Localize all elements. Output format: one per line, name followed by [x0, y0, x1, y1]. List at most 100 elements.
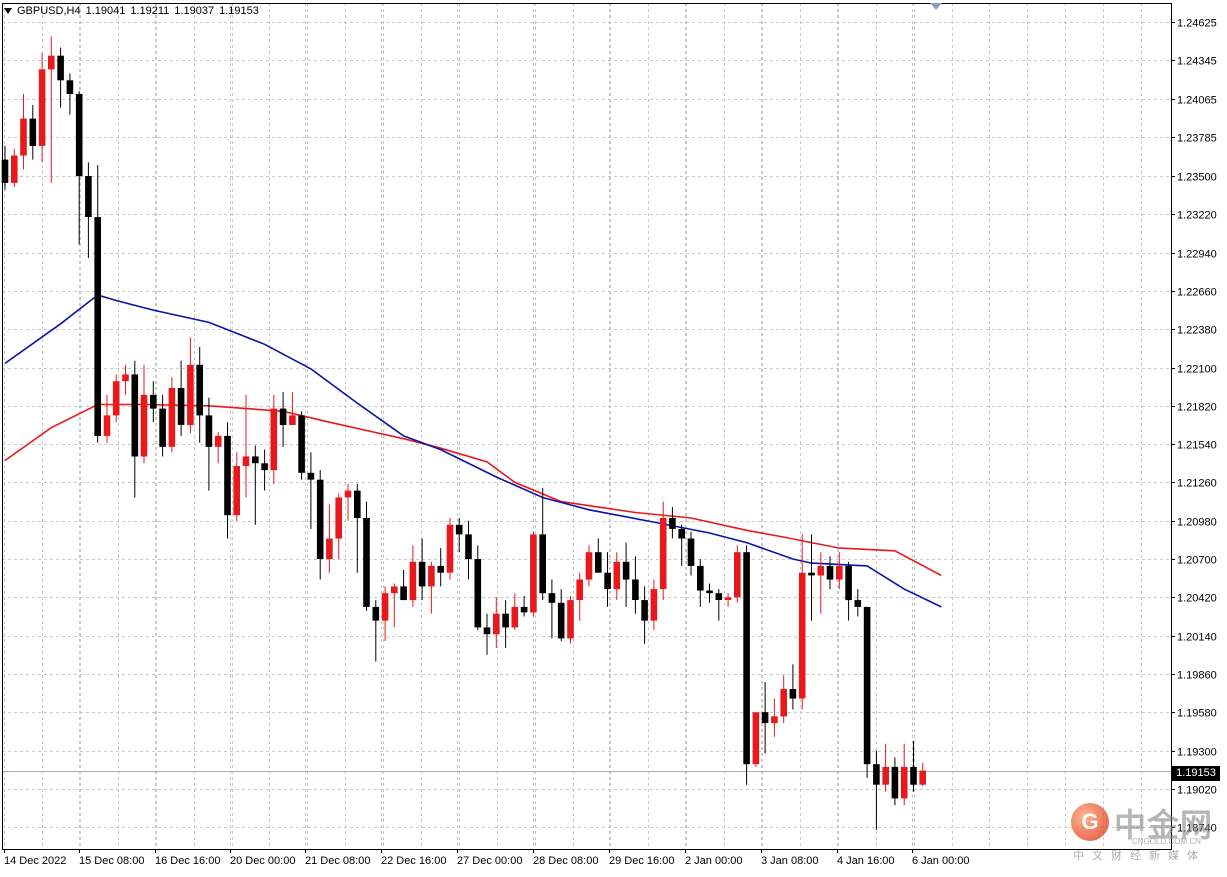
candle-body — [854, 600, 862, 607]
candle — [75, 91, 83, 245]
chart-shift-marker-icon[interactable] — [930, 3, 942, 10]
candle-body — [659, 518, 667, 590]
candle-body — [196, 364, 203, 416]
candle — [205, 397, 213, 491]
candle-body — [150, 394, 157, 409]
candle — [483, 613, 491, 655]
candlesticks — [1, 36, 926, 830]
price-tick-label: 1.19580 — [1177, 708, 1217, 720]
candle — [455, 518, 463, 553]
candle — [131, 360, 139, 498]
low-value: 1.19037 — [174, 5, 215, 17]
candle-body — [900, 766, 908, 799]
candle — [641, 586, 648, 644]
candle — [650, 579, 658, 631]
candle-body — [474, 559, 482, 628]
candle-body — [687, 538, 695, 566]
candle — [354, 483, 361, 573]
candle — [48, 36, 55, 183]
price-tick-label: 1.21540 — [1177, 440, 1217, 452]
time-tick-label: 2 Jan 00:00 — [685, 855, 743, 867]
candle-body — [242, 456, 250, 466]
candle — [465, 520, 472, 580]
time-tick-label: 14 Dec 2022 — [4, 855, 66, 867]
time-tick-label: 20 Dec 00:00 — [230, 855, 295, 867]
candle-body — [734, 552, 741, 598]
candle — [854, 589, 862, 617]
time-tick-label: 28 Dec 08:00 — [533, 855, 598, 867]
candle — [706, 583, 713, 603]
candle-body — [455, 524, 463, 535]
candle-body — [428, 565, 435, 587]
grid — [2, 3, 1171, 849]
candle — [780, 675, 787, 724]
price-axis: 1.24625 1.24345 1.24065 1.23785 1.23500 1.232… — [2, 3, 1217, 850]
time-tick-label: 16 Dec 16:00 — [155, 855, 220, 867]
price-tick-label: 1.22100 — [1177, 364, 1217, 376]
candle — [622, 542, 630, 607]
candle — [845, 561, 852, 621]
watermark-domain: CNGOLD.COM.CN — [1132, 837, 1201, 846]
candle — [214, 431, 222, 464]
candle-body — [483, 627, 491, 635]
candle — [326, 504, 333, 573]
candle — [734, 545, 741, 603]
candle-body — [882, 766, 889, 785]
candle — [910, 740, 917, 792]
symbol-info-bar: GBPUSD,H4 1.19041 1.19211 1.19037 1.1915… — [4, 3, 264, 19]
price-tick-label: 1.19300 — [1177, 747, 1217, 759]
candle — [29, 104, 37, 160]
candle-body — [585, 552, 593, 580]
candle-body — [307, 472, 315, 480]
candle-body — [187, 364, 194, 425]
candle — [289, 392, 296, 425]
plot-frame — [2, 3, 1172, 850]
candle-body — [641, 600, 648, 621]
candle-body — [780, 689, 787, 717]
candle — [177, 360, 185, 436]
candle-body — [919, 770, 926, 785]
candle — [659, 501, 667, 601]
open-value: 1.19041 — [85, 5, 126, 17]
candle — [520, 596, 528, 617]
candle-body — [511, 606, 519, 628]
candle-body — [316, 479, 324, 559]
candle — [316, 470, 324, 580]
price-tick-label: 1.21260 — [1177, 478, 1217, 490]
candle — [372, 600, 380, 662]
candle — [335, 493, 342, 559]
price-tick-label: 1.22660 — [1177, 287, 1217, 299]
candle-body — [715, 593, 723, 600]
candle — [743, 545, 750, 785]
price-tick-label: 1.20420 — [1177, 593, 1217, 605]
candle — [418, 538, 426, 601]
time-tick-label: 22 Dec 16:00 — [381, 855, 446, 867]
candle — [826, 556, 834, 590]
candle-body — [891, 766, 899, 799]
candle-body — [724, 597, 732, 600]
candle-body — [826, 565, 834, 580]
candle — [446, 518, 454, 580]
candle-body — [845, 565, 852, 601]
candle-body — [400, 586, 407, 601]
candle — [1, 145, 9, 190]
time-tick-label: 15 Dec 08:00 — [79, 855, 144, 867]
candle — [409, 545, 417, 607]
candle-body — [270, 408, 278, 471]
candle-body — [29, 118, 37, 146]
candle-body — [798, 572, 806, 699]
candle-body — [669, 518, 676, 529]
candle-body — [622, 561, 630, 580]
candle — [150, 381, 157, 423]
candle-body — [706, 590, 713, 594]
dropdown-triangle-icon[interactable] — [4, 8, 12, 14]
candle-body — [168, 388, 176, 447]
price-tick-label: 1.20980 — [1177, 517, 1217, 529]
candle — [891, 757, 899, 806]
candle — [103, 394, 111, 443]
candle-body — [789, 689, 797, 699]
candle — [168, 377, 176, 453]
candle-body — [446, 524, 454, 573]
